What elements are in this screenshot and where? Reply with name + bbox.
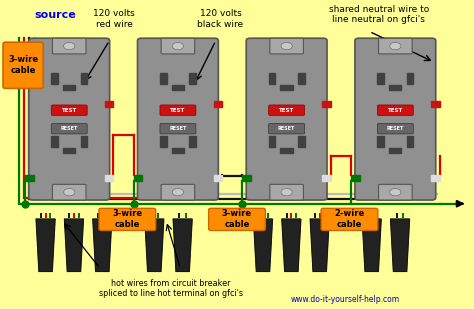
Bar [389, 85, 401, 90]
Text: hot wires from circuit breaker
spliced to line hot terminal on gfci's: hot wires from circuit breaker spliced t… [99, 279, 243, 298]
Bar [63, 85, 75, 90]
FancyBboxPatch shape [160, 105, 196, 116]
Bar [298, 136, 305, 147]
Bar [189, 136, 196, 147]
FancyBboxPatch shape [246, 38, 327, 200]
Bar [269, 136, 275, 147]
FancyBboxPatch shape [269, 105, 305, 116]
Bar [214, 101, 222, 107]
FancyBboxPatch shape [51, 105, 87, 116]
Bar [322, 175, 331, 181]
Bar [407, 136, 413, 147]
Bar [377, 136, 384, 147]
Circle shape [281, 42, 292, 50]
Text: shared neutral wire to
line neutral on gfci's: shared neutral wire to line neutral on g… [328, 5, 429, 24]
Bar [377, 73, 384, 84]
Bar [81, 136, 87, 147]
Circle shape [281, 188, 292, 196]
FancyBboxPatch shape [29, 38, 109, 200]
FancyBboxPatch shape [209, 208, 265, 231]
Circle shape [64, 42, 75, 50]
Bar [351, 175, 360, 181]
Text: RESET: RESET [169, 126, 187, 131]
Bar [281, 85, 293, 90]
Bar [214, 175, 222, 181]
Text: 3-wire
cable: 3-wire cable [112, 210, 142, 230]
FancyBboxPatch shape [269, 123, 305, 134]
FancyBboxPatch shape [160, 123, 196, 134]
Text: 3-wire
cable: 3-wire cable [8, 55, 38, 75]
Circle shape [172, 42, 183, 50]
Bar [105, 175, 113, 181]
Bar [269, 73, 275, 84]
FancyBboxPatch shape [321, 208, 378, 231]
FancyBboxPatch shape [355, 38, 436, 200]
Bar [407, 73, 413, 84]
Polygon shape [362, 219, 381, 271]
Bar [189, 73, 196, 84]
Bar [160, 73, 166, 84]
Bar [431, 175, 439, 181]
Text: TEST: TEST [388, 108, 403, 113]
FancyBboxPatch shape [137, 38, 219, 200]
FancyBboxPatch shape [53, 38, 86, 54]
Bar [81, 73, 87, 84]
FancyBboxPatch shape [51, 123, 87, 134]
Polygon shape [64, 219, 83, 271]
Polygon shape [145, 219, 164, 271]
Text: www.do-it-yourself-help.com: www.do-it-yourself-help.com [291, 294, 400, 303]
Polygon shape [391, 219, 410, 271]
Polygon shape [282, 219, 301, 271]
Polygon shape [254, 219, 273, 271]
Bar [298, 73, 305, 84]
Bar [242, 175, 251, 181]
Text: RESET: RESET [278, 126, 295, 131]
FancyBboxPatch shape [161, 184, 195, 200]
Circle shape [390, 188, 401, 196]
FancyBboxPatch shape [161, 38, 195, 54]
FancyBboxPatch shape [377, 123, 413, 134]
Text: 3-wire
cable: 3-wire cable [222, 210, 252, 230]
Polygon shape [173, 219, 192, 271]
Bar [281, 148, 293, 153]
Text: 120 volts
black wire: 120 volts black wire [197, 10, 244, 29]
FancyBboxPatch shape [53, 184, 86, 200]
Text: 120 volts
red wire: 120 volts red wire [93, 10, 135, 29]
FancyBboxPatch shape [3, 42, 43, 88]
Text: TEST: TEST [170, 108, 185, 113]
FancyBboxPatch shape [379, 184, 412, 200]
Bar [51, 73, 58, 84]
Bar [389, 148, 401, 153]
Bar [322, 101, 331, 107]
Bar [431, 101, 439, 107]
Bar [105, 101, 113, 107]
Text: RESET: RESET [387, 126, 404, 131]
Polygon shape [310, 219, 329, 271]
FancyBboxPatch shape [270, 184, 303, 200]
Polygon shape [36, 219, 55, 271]
Bar [51, 136, 58, 147]
Bar [25, 175, 34, 181]
Polygon shape [93, 219, 112, 271]
Circle shape [172, 188, 183, 196]
Text: source: source [34, 10, 76, 19]
Text: TEST: TEST [62, 108, 77, 113]
Text: RESET: RESET [61, 126, 78, 131]
FancyBboxPatch shape [379, 38, 412, 54]
Text: 2-wire
cable: 2-wire cable [334, 210, 365, 230]
Text: TEST: TEST [279, 108, 294, 113]
FancyBboxPatch shape [270, 38, 303, 54]
FancyBboxPatch shape [377, 105, 413, 116]
Bar [63, 148, 75, 153]
Circle shape [64, 188, 75, 196]
FancyBboxPatch shape [99, 208, 156, 231]
Bar [172, 85, 184, 90]
Circle shape [390, 42, 401, 50]
Bar [160, 136, 166, 147]
Bar [134, 175, 142, 181]
Bar [172, 148, 184, 153]
